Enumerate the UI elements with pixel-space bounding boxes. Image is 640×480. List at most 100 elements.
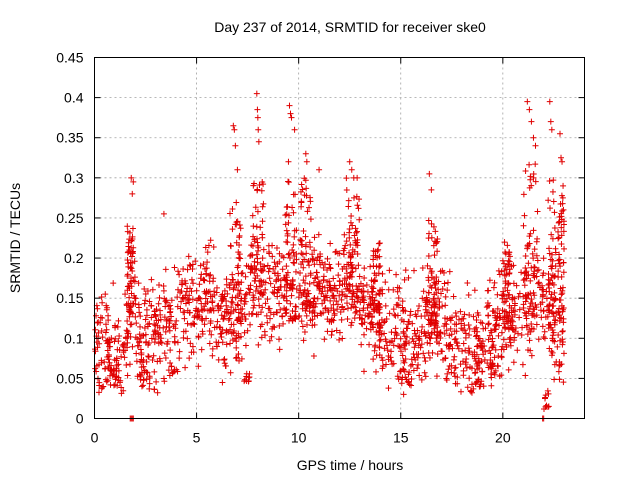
data-point	[356, 273, 363, 280]
data-point	[528, 118, 535, 125]
data-point	[474, 328, 481, 335]
data-point	[501, 324, 508, 331]
data-point	[346, 274, 353, 281]
data-point	[485, 364, 492, 371]
data-point	[290, 259, 297, 266]
data-point	[433, 334, 440, 341]
data-point	[354, 228, 361, 235]
data-point	[330, 275, 337, 282]
data-point	[433, 373, 440, 380]
data-point	[560, 182, 567, 189]
data-point	[382, 279, 389, 286]
data-point	[525, 260, 532, 267]
data-point	[273, 309, 280, 316]
data-point	[291, 233, 298, 240]
data-point	[276, 300, 283, 307]
data-point	[422, 299, 429, 306]
data-point	[501, 299, 508, 306]
data-point	[126, 229, 133, 236]
data-point	[94, 319, 101, 326]
data-point	[526, 161, 533, 168]
data-point	[411, 267, 417, 274]
data-point	[298, 318, 305, 325]
data-point	[185, 253, 192, 260]
data-point	[479, 320, 486, 327]
data-point	[153, 306, 160, 313]
data-point	[215, 307, 222, 314]
data-point	[428, 234, 435, 241]
data-point	[106, 359, 113, 366]
data-point	[113, 373, 120, 380]
data-point	[141, 300, 148, 307]
data-point	[285, 219, 292, 226]
data-point	[135, 301, 142, 308]
data-point	[259, 218, 266, 225]
data-point	[515, 330, 522, 337]
data-point	[550, 177, 557, 184]
data-point	[549, 326, 556, 333]
data-point	[418, 376, 425, 383]
data-point	[109, 372, 116, 379]
data-point	[259, 203, 266, 210]
data-point	[416, 372, 423, 379]
data-point	[237, 255, 244, 262]
data-point	[400, 308, 407, 315]
data-point	[197, 275, 204, 282]
data-point	[197, 295, 204, 302]
data-point	[528, 352, 535, 359]
data-point	[289, 276, 296, 283]
data-point	[324, 267, 331, 274]
data-point	[355, 295, 362, 302]
data-point	[146, 298, 153, 305]
data-point	[371, 297, 378, 304]
data-point	[302, 150, 309, 157]
data-point	[293, 303, 300, 310]
data-point	[112, 381, 119, 388]
data-point	[146, 380, 153, 387]
data-point	[206, 272, 213, 279]
data-point	[436, 298, 443, 305]
data-point	[444, 316, 451, 323]
data-point	[548, 352, 555, 359]
data-point	[148, 302, 155, 309]
data-point	[526, 326, 533, 333]
data-point	[541, 335, 548, 342]
data-point	[450, 293, 457, 300]
data-point	[148, 335, 155, 342]
data-point	[521, 309, 528, 316]
data-point	[501, 272, 508, 279]
data-point	[546, 307, 553, 314]
data-point	[546, 280, 553, 287]
data-point	[467, 364, 474, 371]
data-point	[412, 330, 419, 337]
data-point	[414, 365, 421, 372]
data-point	[352, 304, 359, 311]
data-point	[106, 336, 113, 343]
data-point	[202, 265, 209, 272]
data-point	[491, 325, 498, 332]
data-point	[113, 355, 120, 362]
data-point	[559, 158, 566, 165]
data-point	[264, 319, 271, 326]
data-point	[244, 327, 251, 334]
data-point	[133, 320, 140, 327]
data-point	[303, 192, 310, 199]
data-point	[560, 350, 567, 357]
data-point	[533, 321, 540, 328]
data-point	[255, 341, 262, 348]
data-point	[125, 248, 132, 255]
data-point	[540, 308, 547, 315]
data-point	[355, 205, 362, 212]
data-point	[257, 277, 264, 284]
data-point	[482, 348, 489, 355]
data-point	[168, 297, 175, 304]
data-point	[501, 320, 508, 327]
data-point	[162, 355, 169, 362]
data-point	[473, 360, 480, 367]
data-point	[124, 223, 131, 230]
data-point	[103, 326, 110, 333]
data-point	[234, 218, 241, 225]
data-point	[485, 320, 492, 327]
data-point	[279, 313, 286, 320]
data-point	[376, 309, 383, 316]
